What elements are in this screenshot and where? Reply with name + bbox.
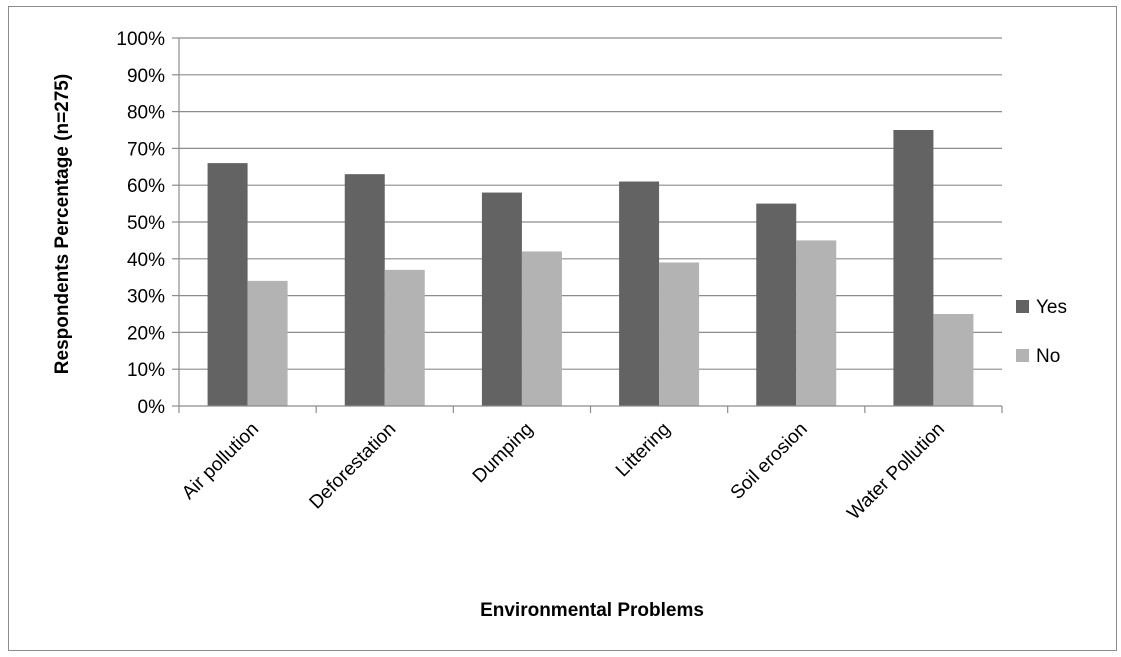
y-tick-label: 20%	[127, 323, 165, 344]
x-category-label: Soil erosion	[727, 419, 812, 504]
bar-no-soil-erosion	[796, 240, 837, 406]
y-tick-label: 80%	[127, 103, 165, 124]
y-tick-label: 0%	[138, 397, 166, 418]
bar-no-littering	[659, 262, 700, 406]
legend: Yes No	[1016, 297, 1067, 367]
y-tick-label: 90%	[127, 66, 165, 87]
legend-swatch-yes	[1016, 300, 1029, 313]
x-category-label: Dumping	[469, 419, 538, 488]
y-tick-label: 40%	[127, 250, 165, 271]
y-tick-label: 70%	[127, 139, 165, 160]
bar-no-deforestation	[384, 269, 425, 406]
y-axis-title: Respondents Percentage (n=275)	[52, 74, 73, 374]
bar-yes-soil-erosion	[756, 203, 797, 406]
bar-yes-water-pollution	[893, 130, 934, 406]
gridlines	[179, 37, 1002, 370]
x-category-label: Air pollution	[178, 419, 263, 504]
x-axis-title: Environmental Problems	[480, 600, 704, 621]
bar-yes-deforestation	[344, 174, 385, 406]
x-category-label: Deforestation	[306, 419, 401, 514]
bar-yes-air-pollution	[207, 163, 248, 406]
bar-yes-dumping	[481, 192, 522, 406]
bar-yes-littering	[619, 181, 660, 406]
x-category-label: Water Pollution	[843, 419, 948, 524]
y-tick-label: 100%	[116, 29, 165, 50]
bar-no-air-pollution	[247, 280, 288, 406]
bars	[207, 130, 974, 406]
y-tick-label: 10%	[127, 360, 165, 381]
legend-label-no: No	[1036, 346, 1060, 367]
x-category-label: Littering	[612, 419, 675, 482]
axes	[172, 37, 1003, 413]
y-tick-label: 30%	[127, 287, 165, 308]
y-tick-label: 60%	[127, 176, 165, 197]
legend-label-yes: Yes	[1036, 297, 1067, 318]
bar-no-dumping	[521, 251, 562, 406]
bar-no-water-pollution	[933, 314, 974, 406]
y-tick-label: 50%	[127, 213, 165, 234]
legend-swatch-no	[1016, 349, 1029, 362]
